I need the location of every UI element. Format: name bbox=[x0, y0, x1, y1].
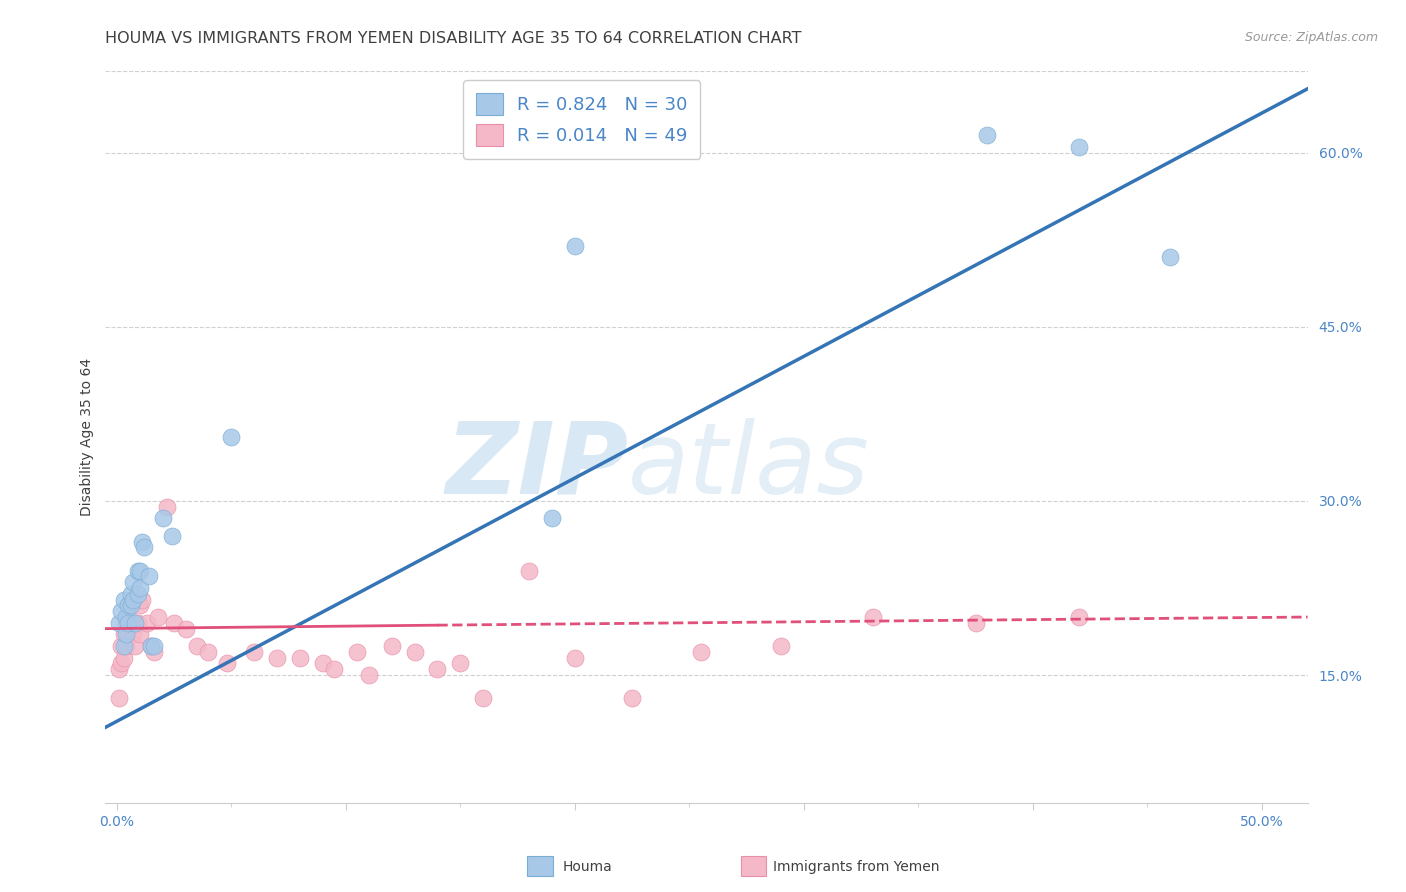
Point bbox=[221, 430, 243, 444]
Point bbox=[266, 650, 288, 665]
Point bbox=[115, 615, 138, 630]
FancyBboxPatch shape bbox=[741, 856, 766, 876]
Point bbox=[122, 575, 145, 590]
Point bbox=[541, 511, 564, 525]
Point bbox=[142, 645, 165, 659]
Text: Source: ZipAtlas.com: Source: ZipAtlas.com bbox=[1244, 31, 1378, 45]
Point bbox=[142, 639, 165, 653]
Point bbox=[346, 645, 368, 659]
Point bbox=[120, 592, 142, 607]
Point bbox=[112, 592, 135, 607]
Point bbox=[120, 615, 142, 630]
Point bbox=[124, 615, 146, 630]
Point bbox=[127, 615, 149, 630]
Legend: R = 0.824   N = 30, R = 0.014   N = 49: R = 0.824 N = 30, R = 0.014 N = 49 bbox=[463, 80, 700, 159]
Point bbox=[112, 639, 135, 653]
Point bbox=[965, 615, 987, 630]
Point bbox=[117, 615, 139, 630]
Point bbox=[357, 668, 380, 682]
Point bbox=[472, 691, 495, 706]
Point bbox=[115, 627, 138, 641]
Point bbox=[689, 645, 711, 659]
Text: Immigrants from Yemen: Immigrants from Yemen bbox=[773, 860, 939, 874]
Point bbox=[115, 639, 138, 653]
Point bbox=[312, 657, 335, 671]
FancyBboxPatch shape bbox=[527, 856, 553, 876]
Point bbox=[156, 500, 179, 514]
Point bbox=[112, 627, 135, 641]
Point bbox=[134, 541, 156, 555]
Point bbox=[141, 639, 163, 653]
Point bbox=[564, 650, 586, 665]
Point bbox=[1159, 250, 1181, 264]
Point bbox=[128, 564, 150, 578]
Point bbox=[862, 610, 884, 624]
Point bbox=[128, 627, 150, 641]
Point bbox=[564, 238, 586, 252]
Point bbox=[449, 657, 471, 671]
Text: ZIP: ZIP bbox=[446, 417, 628, 515]
Point bbox=[117, 627, 139, 641]
Text: atlas: atlas bbox=[628, 417, 870, 515]
Point bbox=[117, 610, 139, 624]
Point bbox=[517, 564, 540, 578]
Point bbox=[124, 615, 146, 630]
Point bbox=[141, 639, 163, 653]
Point bbox=[115, 610, 138, 624]
Point bbox=[1067, 610, 1090, 624]
Point bbox=[117, 599, 139, 613]
Point bbox=[135, 615, 157, 630]
Point bbox=[131, 592, 153, 607]
Point bbox=[138, 569, 160, 583]
Point bbox=[288, 650, 311, 665]
Point bbox=[186, 639, 208, 653]
Point bbox=[127, 564, 149, 578]
Point bbox=[215, 657, 238, 671]
Point bbox=[404, 645, 426, 659]
Point bbox=[124, 639, 146, 653]
Point bbox=[128, 581, 150, 595]
Point bbox=[131, 534, 153, 549]
Point bbox=[127, 587, 149, 601]
Point bbox=[110, 604, 132, 618]
Point bbox=[120, 587, 142, 601]
Point bbox=[110, 657, 132, 671]
Text: HOUMA VS IMMIGRANTS FROM YEMEN DISABILITY AGE 35 TO 64 CORRELATION CHART: HOUMA VS IMMIGRANTS FROM YEMEN DISABILIT… bbox=[105, 31, 801, 46]
Point bbox=[122, 627, 145, 641]
Point bbox=[976, 128, 998, 143]
Point bbox=[128, 599, 150, 613]
Point bbox=[769, 639, 792, 653]
Point bbox=[197, 645, 219, 659]
Text: Houma: Houma bbox=[562, 860, 612, 874]
Point bbox=[163, 615, 186, 630]
Point bbox=[174, 622, 197, 636]
Point bbox=[120, 599, 142, 613]
Point bbox=[108, 615, 131, 630]
Point bbox=[122, 592, 145, 607]
Y-axis label: Disability Age 35 to 64: Disability Age 35 to 64 bbox=[80, 358, 94, 516]
Point bbox=[323, 662, 346, 676]
Point bbox=[243, 645, 266, 659]
Point bbox=[1067, 140, 1090, 154]
Point bbox=[621, 691, 644, 706]
Point bbox=[108, 691, 131, 706]
Point bbox=[146, 610, 169, 624]
Point bbox=[160, 529, 183, 543]
Point bbox=[152, 511, 174, 525]
Point bbox=[108, 662, 131, 676]
Point bbox=[426, 662, 449, 676]
Point bbox=[110, 639, 132, 653]
Point bbox=[381, 639, 404, 653]
Point bbox=[112, 650, 135, 665]
